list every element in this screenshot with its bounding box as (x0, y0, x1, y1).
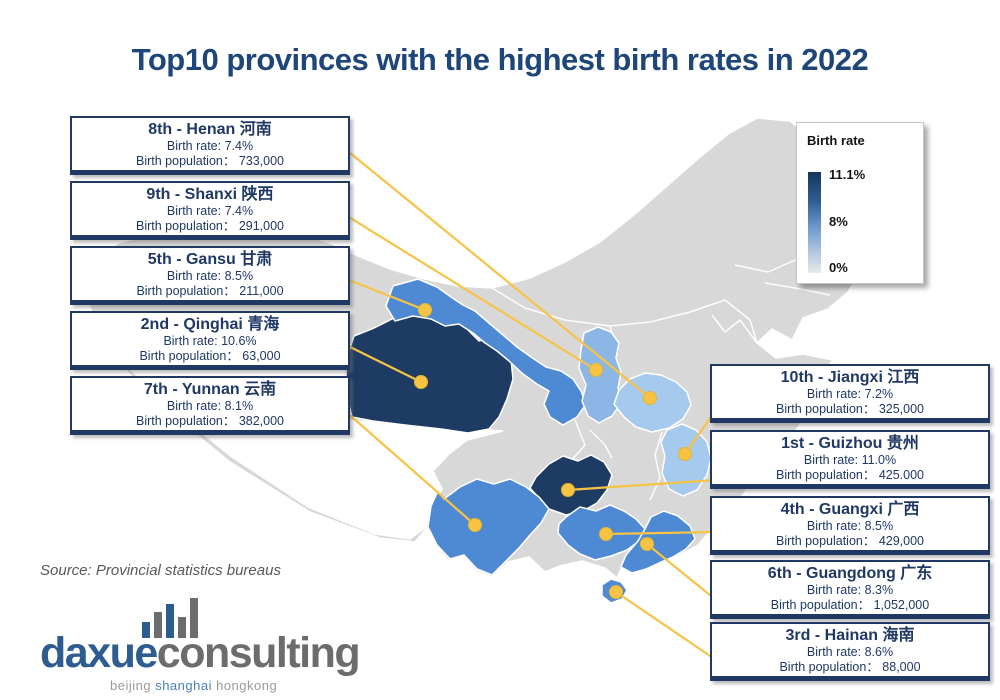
callout-title: 5th - Gansu 甘肃 (147, 250, 273, 268)
callout-birth-rate: Birth rate: 7.4% (166, 138, 254, 153)
legend-min-label: 0% (829, 260, 848, 275)
connector-line-hainan (615, 591, 717, 661)
source-note: Source: Provincial statistics bureaus (40, 562, 281, 579)
province-yunnan (427, 478, 550, 576)
connector-line-guizhou (567, 478, 717, 492)
callout-yunnan: 7th - Yunnan 云南 Birth rate: 8.1% Birth p… (70, 376, 350, 435)
callout-birth-rate: Birth rate: 8.1% (166, 398, 254, 413)
dot-shanxi (589, 363, 603, 377)
callout-birth-population: Birth population： 291,000 (135, 218, 285, 233)
logo-tagline: beijing shanghai hongkong (110, 678, 277, 693)
callout-qinghai: 2nd - Qinghai 青海 Birth rate: 10.6% Birth… (70, 311, 350, 370)
logo-word-daxue: daxue (40, 629, 158, 677)
dot-guangdong (640, 537, 654, 551)
callout-title: 2nd - Qinghai 青海 (140, 315, 280, 333)
callout-guizhou: 1st - Guizhou 贵州 Birth rate: 11.0% Birth… (710, 430, 990, 489)
legend: Birth rate 11.1% 8% 0% (796, 122, 924, 284)
province-dots (414, 303, 692, 599)
legend-max-label: 11.1% (829, 167, 866, 182)
dot-jiangxi (678, 447, 692, 461)
tagline-shanghai: shanghai (155, 678, 212, 693)
callout-birth-population: Birth population： 382,000 (135, 413, 285, 428)
legend-mid-label: 8% (829, 214, 848, 229)
callout-birth-rate: Birth rate: 8.3% (806, 582, 894, 597)
connector-lines (343, 147, 717, 661)
connector-line-guangxi (605, 530, 717, 536)
page-title: Top10 provinces with the highest birth r… (131, 42, 869, 77)
callout-shanxi: 9th - Shanxi 陕西 Birth rate: 7.4% Birth p… (70, 181, 350, 240)
logo-word-consulting: consulting (156, 629, 361, 677)
callout-birth-rate: Birth rate: 10.6% (163, 333, 257, 348)
callout-title: 6th - Guangdong 广东 (767, 564, 933, 582)
callout-birth-population: Birth population： 1,052,000 (770, 597, 930, 612)
logo-wordmark: daxueconsulting (40, 629, 361, 677)
callout-birth-population: Birth population： 88,000 (779, 659, 921, 674)
callout-birth-population: Birth population： 429,000 (775, 533, 925, 548)
tagline-hongkong: hongkong (211, 678, 278, 693)
callout-title: 3rd - Hainan 海南 (785, 626, 915, 644)
connector-line-qinghai (343, 343, 422, 383)
connector-line-gansu (343, 276, 426, 312)
callout-birth-population: Birth population： 211,000 (136, 283, 284, 298)
dot-gansu (418, 303, 432, 317)
callout-hainan: 3rd - Hainan 海南 Birth rate: 8.6% Birth p… (710, 622, 990, 681)
callout-birth-population: Birth population： 325,000 (775, 401, 925, 416)
callout-birth-population: Birth population： 733,000 (135, 153, 285, 168)
callout-guangdong: 6th - Guangdong 广东 Birth rate: 8.3% Birt… (710, 560, 990, 619)
province-gansu (385, 278, 587, 426)
callout-birth-rate: Birth rate: 7.2% (806, 386, 894, 401)
daxue-consulting-logo: daxueconsulting beijing shanghai hongkon… (40, 598, 400, 693)
callout-title: 10th - Jiangxi 江西 (780, 368, 920, 386)
connector-line-henan (343, 147, 651, 399)
callout-birth-population: Birth population： 425.000 (775, 467, 925, 482)
callout-gansu: 5th - Gansu 甘肃 Birth rate: 8.5% Birth po… (70, 246, 350, 305)
callout-birth-rate: Birth rate: 8.6% (806, 644, 894, 659)
callout-title: 1st - Guizhou 贵州 (781, 434, 919, 452)
connector-line-yunnan (343, 409, 476, 526)
callout-birth-rate: Birth rate: 8.5% (806, 518, 894, 533)
connector-line-shanxi (343, 213, 597, 371)
bar-chart-icon (142, 598, 198, 638)
callout-guangxi: 4th - Guangxi 广西 Birth rate: 8.5% Birth … (710, 496, 990, 555)
legend-gradient-bar (808, 172, 821, 273)
dot-qinghai (414, 375, 428, 389)
legend-title: Birth rate (807, 133, 865, 148)
callout-jiangxi: 10th - Jiangxi 江西 Birth rate: 7.2% Birth… (710, 364, 990, 423)
callout-title: 4th - Guangxi 广西 (780, 500, 920, 518)
callout-birth-population: Birth population： 63,000 (139, 348, 281, 363)
dot-yunnan (468, 518, 482, 532)
callout-title: 9th - Shanxi 陕西 (146, 185, 274, 203)
dot-guangxi (599, 527, 613, 541)
connector-line-guangdong (646, 543, 717, 601)
callout-birth-rate: Birth rate: 7.4% (166, 203, 254, 218)
callout-henan: 8th - Henan 河南 Birth rate: 7.4% Birth po… (70, 116, 350, 175)
tagline-beijing: beijing (110, 678, 156, 693)
callout-title: 8th - Henan 河南 (148, 120, 272, 138)
callout-birth-rate: Birth rate: 8.5% (166, 268, 254, 283)
dot-hainan (609, 585, 623, 599)
callout-birth-rate: Birth rate: 11.0% (803, 452, 897, 467)
dot-henan (643, 391, 657, 405)
province-guangdong (620, 510, 696, 574)
dot-guizhou (561, 483, 575, 497)
callout-title: 7th - Yunnan 云南 (143, 380, 277, 398)
